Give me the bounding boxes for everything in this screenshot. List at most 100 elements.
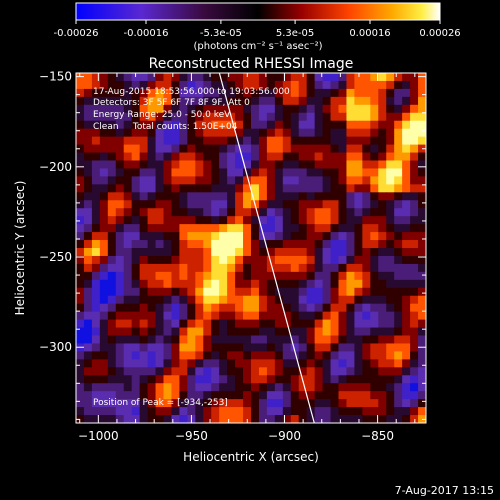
heatmap-cell xyxy=(354,375,363,384)
heatmap-cell xyxy=(418,311,426,321)
heatmap-cell xyxy=(322,359,332,368)
heatmap-cell xyxy=(139,128,149,138)
heatmap-cell xyxy=(195,120,204,130)
heatmap-cell xyxy=(306,367,316,376)
heatmap-cell xyxy=(402,200,411,209)
heatmap-cell xyxy=(211,128,220,138)
heatmap-cell xyxy=(99,327,109,337)
heatmap-cell xyxy=(354,128,363,138)
heatmap-cell xyxy=(290,391,300,400)
heatmap-cell xyxy=(322,160,332,170)
heatmap-cell xyxy=(163,73,173,82)
heatmap-cell xyxy=(243,224,252,233)
heatmap-cell xyxy=(115,367,125,376)
heatmap-cell xyxy=(394,303,403,313)
heatmap-cell xyxy=(251,176,260,185)
heatmap-cell xyxy=(83,128,93,138)
heatmap-cell xyxy=(243,287,252,297)
heatmap-cell xyxy=(354,96,363,106)
heatmap-cell xyxy=(394,200,403,209)
heatmap-cell xyxy=(378,319,387,329)
heatmap-cell xyxy=(243,399,252,408)
heatmap-cell xyxy=(203,415,212,423)
heatmap-cell xyxy=(266,152,276,162)
heatmap-cell xyxy=(139,200,149,209)
heatmap-cell xyxy=(258,248,268,257)
heatmap-cell xyxy=(99,279,109,289)
heatmap-cell xyxy=(187,80,196,90)
heatmap-cell xyxy=(171,184,181,193)
heatmap-cell xyxy=(370,287,379,297)
heatmap-cell xyxy=(147,351,157,360)
heatmap-cell xyxy=(402,255,411,265)
heatmap-cell xyxy=(330,240,340,249)
heatmap-cell xyxy=(394,263,403,273)
heatmap-cell xyxy=(338,160,348,170)
heatmap-cell xyxy=(195,359,204,368)
heatmap-cell xyxy=(99,144,109,154)
heatmap-cell xyxy=(155,367,165,376)
heatmap-cell xyxy=(115,200,125,209)
heatmap-cell xyxy=(187,255,196,265)
heatmap-cell xyxy=(227,391,236,400)
heatmap-cell xyxy=(298,383,308,392)
heatmap-cell xyxy=(163,367,173,376)
heatmap-cell xyxy=(394,295,403,305)
heatmap-cell xyxy=(99,383,109,392)
heatmap-cell xyxy=(282,287,292,297)
heatmap-cell xyxy=(386,343,395,353)
heatmap-cell xyxy=(187,152,196,162)
heatmap-cell xyxy=(227,335,236,345)
heatmap-cell xyxy=(282,407,292,416)
heatmap-cell xyxy=(266,73,276,82)
heatmap-cell xyxy=(99,152,109,162)
heatmap-cell xyxy=(290,144,300,154)
heatmap-cell xyxy=(258,327,268,337)
heatmap-cell xyxy=(258,367,268,376)
heatmap-cell xyxy=(99,263,109,273)
heatmap-cell xyxy=(322,311,332,321)
heatmap-cell xyxy=(266,112,276,122)
heatmap-cell xyxy=(163,144,173,154)
heatmap-cell xyxy=(258,240,268,249)
heatmap-cell xyxy=(187,200,196,209)
heatmap-cell xyxy=(362,120,371,130)
colorbar-units-label: (photons cm⁻² s⁻¹ asec⁻²) xyxy=(193,41,322,52)
heatmap-cell xyxy=(115,144,125,154)
heatmap-cell xyxy=(314,192,324,201)
heatmap-cell xyxy=(322,255,332,265)
heatmap-cell xyxy=(394,112,403,122)
heatmap-cell xyxy=(147,208,157,217)
heatmap-cell xyxy=(91,263,101,273)
heatmap-cell xyxy=(123,271,133,281)
heatmap-cell xyxy=(76,255,85,265)
heatmap-cell xyxy=(107,367,117,376)
heatmap-cell xyxy=(123,176,133,185)
heatmap-cell xyxy=(155,255,165,265)
heatmap-cell xyxy=(402,128,411,138)
heatmap-cell xyxy=(251,184,260,193)
heatmap-cell xyxy=(362,327,371,337)
heatmap-cell xyxy=(219,335,228,345)
heatmap-cell xyxy=(219,80,228,90)
heatmap-cell xyxy=(346,184,356,193)
heatmap-cell xyxy=(179,319,188,329)
heatmap-cell xyxy=(123,160,133,170)
heatmap-cell xyxy=(306,375,316,384)
heatmap-cell xyxy=(402,295,411,305)
heatmap-cell xyxy=(76,128,85,138)
heatmap-cell xyxy=(139,160,149,170)
heatmap-cell xyxy=(179,383,188,392)
heatmap-cell xyxy=(171,240,181,249)
heatmap-cell xyxy=(258,144,268,154)
heatmap-cell xyxy=(131,399,141,408)
heatmap-cell xyxy=(251,255,260,265)
heatmap-cell xyxy=(155,399,165,408)
heatmap-cell xyxy=(115,136,125,146)
heatmap-cell xyxy=(163,263,173,273)
heatmap-cell xyxy=(402,176,411,185)
heatmap-cell xyxy=(211,112,220,122)
heatmap-cell xyxy=(179,303,188,313)
heatmap-cell xyxy=(179,176,188,185)
